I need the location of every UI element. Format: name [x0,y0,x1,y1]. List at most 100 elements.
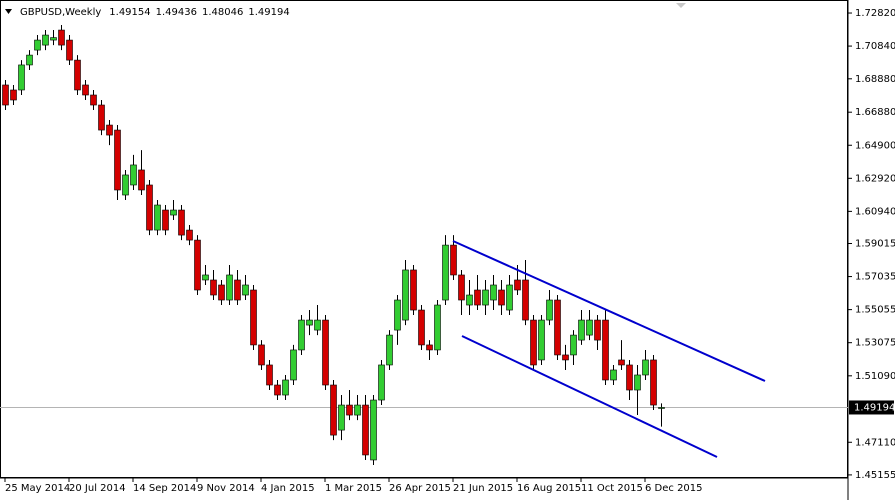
candle-body [450,244,457,276]
y-tick-label: 1.55055 [855,305,895,316]
y-tick-label: 1.57035 [855,272,895,283]
candle-body [178,209,185,236]
candle-body [562,354,569,361]
candle-body [314,319,321,331]
candle-body [386,334,393,366]
y-tick-label: 1.66880 [855,107,895,118]
candle-body [282,379,289,396]
candle-body [74,59,81,91]
candle-body [466,294,473,306]
x-tick-label: 26 Apr 2015 [389,483,451,494]
header-high: 1.49436 [156,7,197,18]
x-tick-label: 25 May 2014 [5,483,70,494]
candle-body [82,84,89,96]
symbol-title: GBPUSD,Weekly [20,7,101,18]
candle-body [474,289,481,306]
x-tick-label: 14 Sep 2014 [133,483,196,494]
candle-body [482,289,489,306]
candle-body [490,284,497,301]
menu-arrow[interactable] [5,9,12,14]
candle-body [378,364,385,401]
candle-body [146,184,153,231]
y-tick-label: 1.51090 [855,371,895,382]
candle-body [154,204,161,231]
candle-body [218,284,225,301]
candle-body [338,404,345,431]
shift-marker [676,3,686,8]
candle-body [434,304,441,351]
candle-body [26,54,33,66]
candle-body [274,384,281,396]
y-tick-label: 1.53075 [855,338,895,349]
candle-body [594,319,601,341]
candle-body [266,364,273,386]
candle-body [618,359,625,366]
y-tick-label: 1.60940 [855,206,895,217]
candle-body [522,279,529,321]
candle-body [122,174,129,196]
candle-body [362,404,369,456]
channel-upper [452,240,766,382]
candle-body [330,384,337,436]
x-tick-label: 4 Jan 2015 [261,483,315,494]
candle-body [258,344,265,366]
candle-body [570,334,577,356]
x-tick-label: 1 Mar 2015 [325,483,382,494]
candle-body [602,319,609,381]
candle-body [650,359,657,406]
candle-body [546,299,553,321]
candle-body [90,94,97,106]
candle-body [162,209,169,231]
candle-body [194,239,201,291]
candle-body [106,124,113,136]
candle-body [234,279,241,301]
candle-body [394,299,401,331]
y-tick-label: 1.70840 [855,41,895,52]
candle-body [242,284,249,296]
x-tick-label: 11 Oct 2015 [581,483,643,494]
candle-body [10,89,17,101]
header-low: 1.48046 [202,7,243,18]
candle-body [530,319,537,366]
candle-body [210,279,217,296]
candle-body [18,64,25,91]
header-close: 1.49194 [248,7,289,18]
candle-body [130,164,137,186]
candle-body [426,344,433,351]
candle-body [506,284,513,311]
candle-body [186,229,193,241]
candle-body [58,29,65,46]
x-tick-label: 21 Jun 2015 [453,483,513,494]
candle-body [642,359,649,376]
current-price-label: 1.49194 [854,402,895,413]
candle-body [442,244,449,301]
candle-body [514,279,521,291]
candle-body [346,404,353,416]
candle-body [2,84,9,106]
candles [0,25,848,465]
candle-body [98,104,105,131]
candle-body [498,289,505,306]
candle-body [170,209,177,216]
candle-body [226,274,233,301]
y-tick-label: 1.47110 [855,437,895,448]
candle-body [610,369,617,381]
candle-body [298,319,305,351]
candle-body [114,129,121,191]
current-price-box [849,400,894,415]
candle-body [458,274,465,301]
channel-lower [461,335,718,458]
y-tick-label: 1.72820 [855,8,895,19]
candle-body [410,269,417,311]
header-open: 1.49154 [109,7,150,18]
candle-body [34,39,41,51]
y-tick-label: 1.59015 [855,239,895,250]
candle-body [250,289,257,346]
candle-body [538,319,545,361]
candle-body [370,399,377,461]
candle-body [42,34,49,46]
candle-body [202,274,209,281]
x-tick-label: 16 Aug 2015 [517,483,581,494]
y-tick-label: 1.45155 [855,470,895,481]
